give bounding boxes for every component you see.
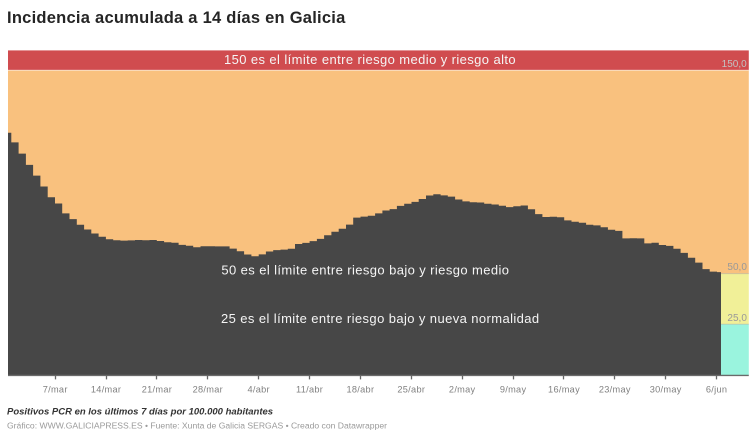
svg-text:Incidencia acumulada a 14 días: Incidencia acumulada a 14 días en Galici… xyxy=(7,9,346,27)
svg-text:Positivos PCR en los últimos 7: Positivos PCR en los últimos 7 días por … xyxy=(7,407,273,418)
svg-text:23/may: 23/may xyxy=(599,384,631,394)
svg-text:6/jun: 6/jun xyxy=(706,384,727,394)
svg-text:50 es el límite entre riesgo b: 50 es el límite entre riesgo bajo y ries… xyxy=(221,262,509,277)
svg-text:25/abr: 25/abr xyxy=(397,384,425,394)
svg-text:30/may: 30/may xyxy=(650,384,682,394)
svg-text:25,0: 25,0 xyxy=(727,313,747,324)
svg-text:16/may: 16/may xyxy=(548,384,580,394)
svg-text:Gráfico: WWW.GALICIAPRESS.ES •: Gráfico: WWW.GALICIAPRESS.ES • Fuente: X… xyxy=(7,421,387,431)
svg-text:150,0: 150,0 xyxy=(722,59,747,70)
svg-text:150 es el límite entre riesgo: 150 es el límite entre riesgo medio y ri… xyxy=(224,52,516,67)
svg-text:11/abr: 11/abr xyxy=(296,384,323,394)
svg-text:4/abr: 4/abr xyxy=(247,384,269,394)
svg-text:18/abr: 18/abr xyxy=(346,384,374,394)
svg-text:21/mar: 21/mar xyxy=(142,384,172,394)
svg-text:2/may: 2/may xyxy=(449,384,476,394)
svg-text:9/may: 9/may xyxy=(500,384,527,394)
svg-text:7/mar: 7/mar xyxy=(43,384,68,394)
svg-text:50,0: 50,0 xyxy=(727,262,747,273)
svg-text:28/mar: 28/mar xyxy=(193,384,223,394)
svg-text:14/mar: 14/mar xyxy=(91,384,121,394)
svg-text:25 es el límite entre riesgo b: 25 es el límite entre riesgo bajo y nuev… xyxy=(221,311,540,326)
